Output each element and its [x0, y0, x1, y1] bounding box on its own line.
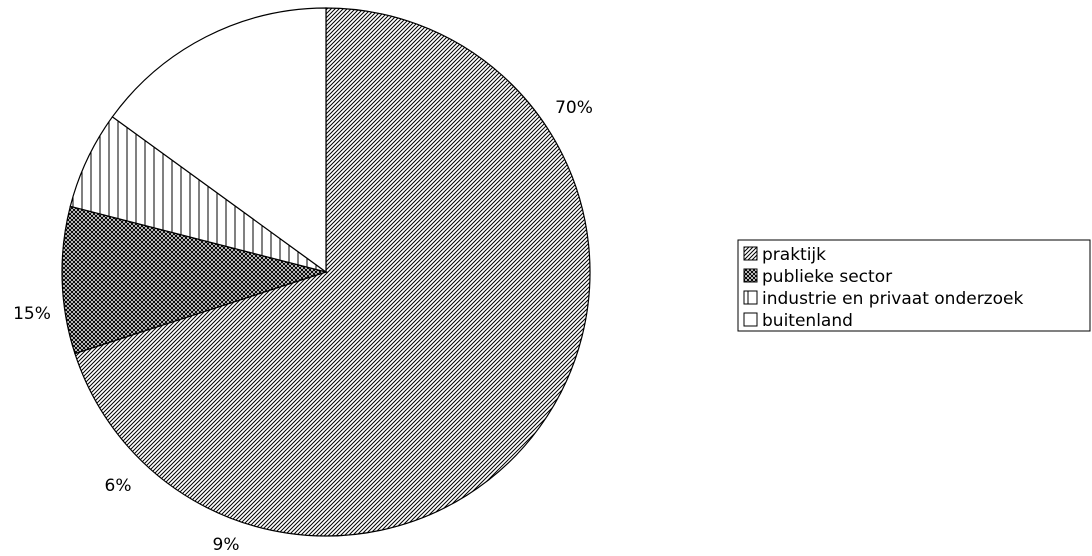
legend-label-buitenland: buitenland	[762, 311, 853, 331]
legend-label-praktijk: praktijk	[762, 245, 826, 265]
legend-label-publieke-sector: publieke sector	[762, 267, 892, 287]
legend-swatch-publieke-sector	[743, 268, 758, 283]
legend-label-industrie-en-privaat-onderzoek: industrie en privaat onderzoek	[762, 289, 1023, 309]
slice-buitenland	[111, 7, 327, 274]
slice-publieke-sector	[61, 205, 329, 355]
slice-praktijk	[74, 7, 591, 537]
pct-label-praktijk: 70%	[555, 98, 593, 118]
pct-label-buitenland: 15%	[13, 304, 51, 324]
legend-swatch-buitenland	[743, 312, 758, 327]
pct-label-publieke-sector: 9%	[213, 535, 240, 555]
legend-box	[737, 239, 1091, 332]
legend-swatch-industrie-en-privaat-onderzoek	[743, 290, 758, 305]
legend-swatch-praktijk	[743, 246, 758, 261]
pie-labels: 70% 9% 6% 15%	[13, 98, 593, 555]
pie-slices	[61, 7, 591, 537]
pct-label-industrie-en-privaat-onderzoek: 6%	[105, 476, 132, 496]
